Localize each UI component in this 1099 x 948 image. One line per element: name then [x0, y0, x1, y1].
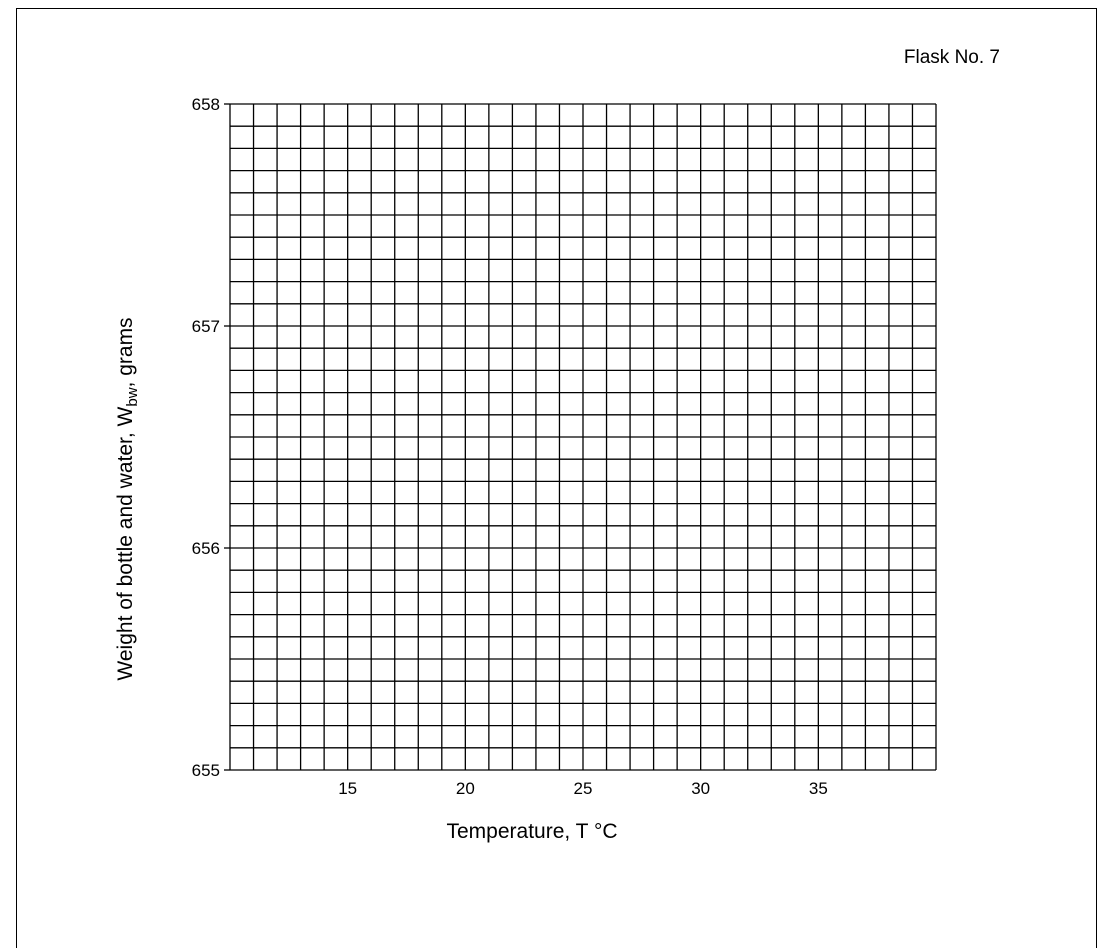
y-axis-label: Weight of bottle and water, Wbw, grams [114, 317, 141, 680]
y-tick-label: 658 [192, 95, 220, 114]
page-frame [16, 8, 1097, 948]
x-tick-labels: 15 20 25 30 35 [338, 779, 828, 798]
y-axis-label-suffix: , grams [114, 317, 137, 387]
x-tick-label: 20 [456, 779, 475, 798]
y-tick-label: 656 [192, 539, 220, 558]
y-tick-label: 657 [192, 317, 220, 336]
x-tick-label: 15 [338, 779, 357, 798]
chart-title: Flask No. 7 [904, 47, 1000, 68]
grid [229, 103, 937, 771]
x-tick-label: 30 [691, 779, 710, 798]
y-tick-label: 655 [192, 761, 220, 780]
x-axis-label: Temperature, T °C [446, 820, 617, 843]
y-axis-label-main: Weight of bottle and water, W [114, 406, 137, 680]
x-tick-label: 25 [574, 779, 593, 798]
y-axis-label-subscript: bw [124, 387, 141, 406]
y-tick-labels: 655 656 657 658 [192, 95, 230, 780]
x-tick-label: 35 [809, 779, 828, 798]
